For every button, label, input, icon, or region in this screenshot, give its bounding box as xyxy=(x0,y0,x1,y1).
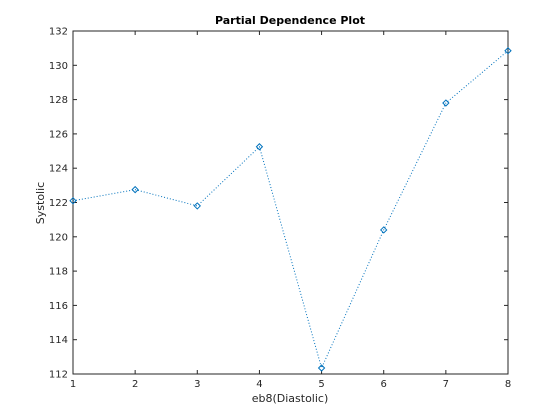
y-tick-label: 120 xyxy=(49,232,68,243)
data-point-marker xyxy=(317,364,326,372)
data-point-marker xyxy=(193,202,201,210)
x-tick-label: 8 xyxy=(505,379,511,390)
x-tick-label: 2 xyxy=(132,379,138,390)
y-tick-label: 118 xyxy=(49,267,68,278)
data-point-marker xyxy=(504,47,512,55)
data-series xyxy=(69,47,512,372)
y-tick-label: 112 xyxy=(49,370,68,381)
data-point-marker xyxy=(69,197,77,205)
axes: 1 2 3 4 5 6 7 8 112 114 116 118 120 122 124 126 128 130 13… xyxy=(49,27,511,391)
y-tick-label: 132 xyxy=(49,27,68,38)
x-tick-label: 6 xyxy=(381,379,387,390)
data-point-marker xyxy=(255,143,264,151)
y-tick-label: 130 xyxy=(49,61,68,72)
y-tick-label: 126 xyxy=(49,129,68,140)
y-tick-label: 116 xyxy=(49,301,68,312)
y-tick-label: 122 xyxy=(49,198,68,209)
x-tick-label: 3 xyxy=(194,379,200,390)
data-point-marker xyxy=(380,226,388,234)
x-axis-label: eb8(Diastolic) xyxy=(252,392,329,405)
x-tick-label: 1 xyxy=(70,379,76,390)
y-tick-label: 114 xyxy=(49,335,68,346)
x-tick-label: 5 xyxy=(318,379,324,390)
data-point-marker xyxy=(131,185,139,194)
y-tick-label: 124 xyxy=(49,164,68,175)
plot-box xyxy=(72,30,509,375)
y-axis-label: Systolic xyxy=(34,182,47,224)
x-tick-label: 4 xyxy=(256,379,262,390)
chart-title: Partial Dependence Plot xyxy=(215,14,365,27)
series-line xyxy=(72,50,509,370)
data-point-marker xyxy=(442,99,450,107)
y-tick-label: 128 xyxy=(49,95,68,106)
x-tick-label: 7 xyxy=(443,379,449,390)
